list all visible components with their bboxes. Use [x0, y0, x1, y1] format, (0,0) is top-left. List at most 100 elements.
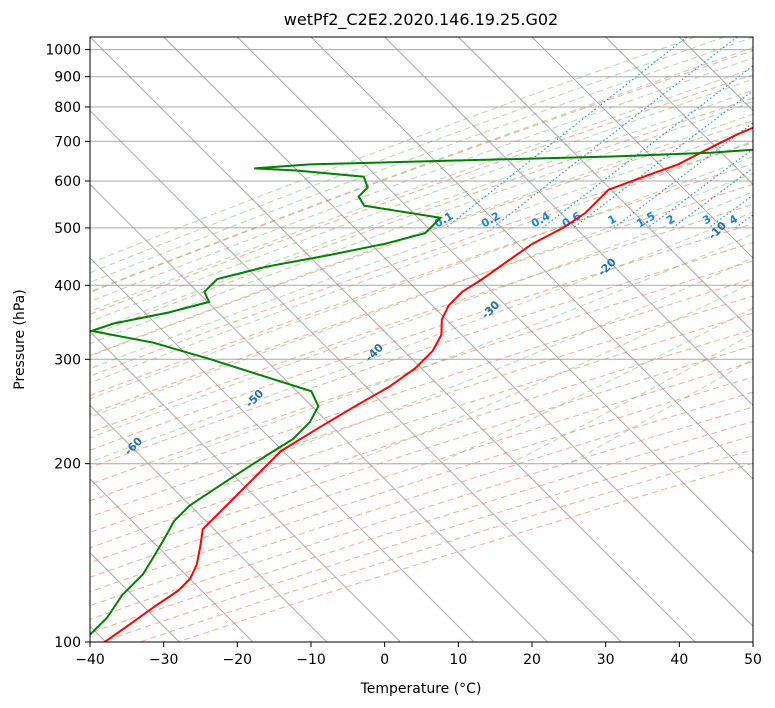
- plot-frame: [89, 36, 754, 643]
- mixing-ratio-label: 0.1: [432, 209, 455, 230]
- dry-adiabat-line: [90, 120, 753, 357]
- x-tick-label: −20: [223, 652, 253, 668]
- x-tick-label: 40: [670, 652, 688, 668]
- isotherm-label: -70: [3, 479, 26, 502]
- dry-adiabat-line: [90, 183, 753, 415]
- moist-adiabat-line: [90, 113, 753, 357]
- x-tick-label: 20: [523, 652, 541, 668]
- profile-series: [90, 126, 753, 642]
- dry-adiabat-lines: [90, 50, 753, 642]
- isotherm-line: [457, 37, 753, 333]
- y-tick-label: 900: [54, 70, 81, 86]
- dry-adiabat-line: [90, 278, 753, 502]
- mixing-ratio-line: [492, 37, 738, 229]
- moist-adiabat-line: [90, 211, 753, 463]
- mixing-ratio-label: 4: [727, 212, 740, 227]
- x-tick-label: 10: [449, 652, 467, 668]
- mixing-ratio-line: [672, 167, 753, 229]
- mixing-ratio-lines: [445, 37, 753, 229]
- y-axis-label: Pressure (hPa): [12, 289, 28, 389]
- isotherm-line: [90, 404, 328, 642]
- mixing-ratio-line: [445, 37, 688, 229]
- isotherm-line: [90, 330, 401, 642]
- y-tick-label: 300: [54, 352, 81, 368]
- dry-adiabat-line: [90, 203, 753, 434]
- moist-adiabat-line: [90, 78, 753, 323]
- moist-adiabat-line: [437, 307, 753, 465]
- dry-adiabat-line: [90, 74, 753, 315]
- y-tick-label: 100: [54, 635, 81, 651]
- pressure-gridlines: [90, 49, 753, 642]
- moist-adiabat-line: [90, 37, 753, 283]
- moist-adiabat-lines: [90, 37, 753, 465]
- y-tick-label: 400: [54, 278, 81, 294]
- y-tick-label: 500: [54, 221, 81, 237]
- temperature-profile-line: [104, 126, 753, 642]
- dry-adiabat-line: [90, 50, 753, 293]
- x-tick-label: 50: [744, 652, 762, 668]
- x-tick-label: −40: [75, 652, 105, 668]
- y-tick-label: 700: [54, 134, 81, 150]
- moist-adiabat-line: [251, 257, 753, 465]
- moist-adiabat-line: [90, 47, 753, 293]
- moist-adiabat-line: [90, 67, 753, 313]
- isotherm-line: [90, 109, 622, 642]
- dry-adiabat-line: [90, 241, 753, 469]
- dry-adiabat-line: [90, 376, 753, 593]
- dewpoint-profile-line: [90, 148, 753, 637]
- moist-adiabat-line: [90, 172, 753, 418]
- moist-adiabat-line: [90, 101, 753, 345]
- dry-adiabat-line: [90, 361, 753, 578]
- y-tick-label: 600: [54, 174, 81, 190]
- x-axis-label: Temperature (°C): [360, 681, 482, 697]
- plot-area: 0.10.20.40.611.52346810131620253036-100-…: [3, 37, 775, 642]
- mixing-ratio-label: 1.5: [634, 209, 657, 230]
- mixing-ratio-line: [572, 89, 753, 229]
- mixing-ratio-line: [542, 65, 753, 229]
- x-tick-label: −30: [149, 652, 179, 668]
- isotherm-label: -40: [363, 341, 386, 364]
- dry-adiabat-line: [90, 391, 753, 607]
- dry-adiabat-line: [177, 462, 753, 642]
- isotherm-label: -50: [243, 387, 266, 410]
- mixing-ratio-label: 6: [766, 212, 775, 227]
- x-tick-label: 0: [380, 652, 389, 668]
- moist-adiabat-line: [347, 281, 753, 465]
- isotherm-line: [384, 37, 753, 407]
- y-tick-label: 1000: [45, 43, 81, 59]
- isotherm-line: [531, 37, 753, 259]
- isotherm-line: [90, 478, 254, 642]
- dry-adiabat-line: [90, 345, 753, 564]
- moist-adiabat-line: [90, 156, 753, 400]
- x-tick-label: −10: [296, 652, 326, 668]
- y-tick-label: 200: [54, 457, 81, 473]
- moist-adiabat-line: [90, 37, 725, 274]
- x-axis-ticks: −40 −30 −20 −10 0 10 20 30 40 50: [75, 642, 762, 668]
- isotherm-line: [90, 183, 549, 642]
- moist-adiabat-line: [90, 140, 753, 384]
- dry-adiabat-line: [90, 141, 753, 377]
- y-tick-label: 800: [54, 100, 81, 116]
- moist-adiabat-line: [90, 37, 696, 264]
- mixing-ratio-label: 1: [606, 212, 619, 227]
- isotherm-line: [752, 37, 753, 38]
- dry-adiabat-line: [90, 260, 753, 485]
- chart-title: wetPf2_C2E2.2020.146.19.25.G02: [284, 10, 558, 30]
- moist-adiabat-line: [90, 126, 753, 370]
- moist-adiabat-line: [90, 57, 753, 303]
- dry-adiabat-line: [90, 97, 753, 337]
- isotherm-line: [310, 37, 753, 480]
- mixing-ratio-label: 2: [664, 212, 677, 227]
- dry-adiabat-line: [90, 312, 753, 534]
- isotherm-line: [90, 37, 696, 642]
- y-axis-ticks: 100 200 300 400 500 600 700 800 900 1000: [45, 43, 90, 651]
- dry-adiabat-line: [90, 163, 753, 397]
- isotherm-line: [605, 37, 753, 186]
- mixing-ratio-label: 0.4: [529, 209, 553, 230]
- dry-adiabat-line: [90, 329, 753, 549]
- dry-adiabat-line: [90, 223, 753, 451]
- isotherm-line: [236, 37, 753, 554]
- x-tick-label: 30: [597, 652, 615, 668]
- isotherm-lines: [90, 37, 753, 642]
